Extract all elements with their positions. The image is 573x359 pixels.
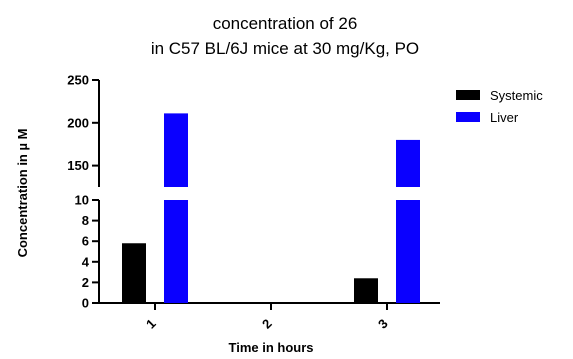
bars-group	[122, 113, 420, 303]
y-tick-label-lower-1: 2	[82, 275, 89, 290]
legend-label-systemic: Systemic	[490, 88, 543, 103]
legend-label-liver: Liver	[490, 110, 519, 125]
y-axis-label: Concentration in µ M	[15, 129, 30, 258]
x-tick-label-1: 1	[143, 316, 159, 332]
x-tick-label-3: 3	[375, 316, 391, 332]
bar-liver-3-upper	[396, 139, 420, 187]
y-tick-label-lower-2: 4	[82, 254, 90, 269]
bar-liver-1-lower	[164, 200, 188, 303]
chart-title-line1: concentration of 26	[213, 14, 358, 33]
bar-systemic-1	[122, 243, 146, 303]
y-tick-label-upper-1: 200	[67, 115, 89, 130]
y-tick-label-upper-2: 250	[67, 73, 89, 88]
axes-group	[98, 80, 440, 304]
x-axis-label: Time in hours	[229, 340, 314, 355]
legend-swatch-systemic	[456, 90, 480, 100]
y-tick-label-lower-5: 10	[75, 193, 89, 208]
chart-title-line2: in C57 BL/6J mice at 30 mg/Kg, PO	[151, 39, 419, 58]
bar-liver-1-upper	[164, 113, 188, 187]
ticks-group: 0 2 4 6 8 10 150 200 250 1 2 3	[67, 73, 390, 332]
bar-systemic-3	[354, 278, 378, 303]
legend-swatch-liver	[456, 112, 480, 122]
x-tick-label-2: 2	[259, 316, 275, 332]
y-tick-label-lower-3: 6	[82, 234, 89, 249]
y-tick-label-lower-4: 8	[82, 213, 89, 228]
y-tick-label-lower-0: 0	[82, 296, 89, 311]
bar-liver-3-lower	[396, 200, 420, 303]
y-tick-label-upper-0: 150	[67, 158, 89, 173]
legend: Systemic Liver	[456, 88, 543, 125]
